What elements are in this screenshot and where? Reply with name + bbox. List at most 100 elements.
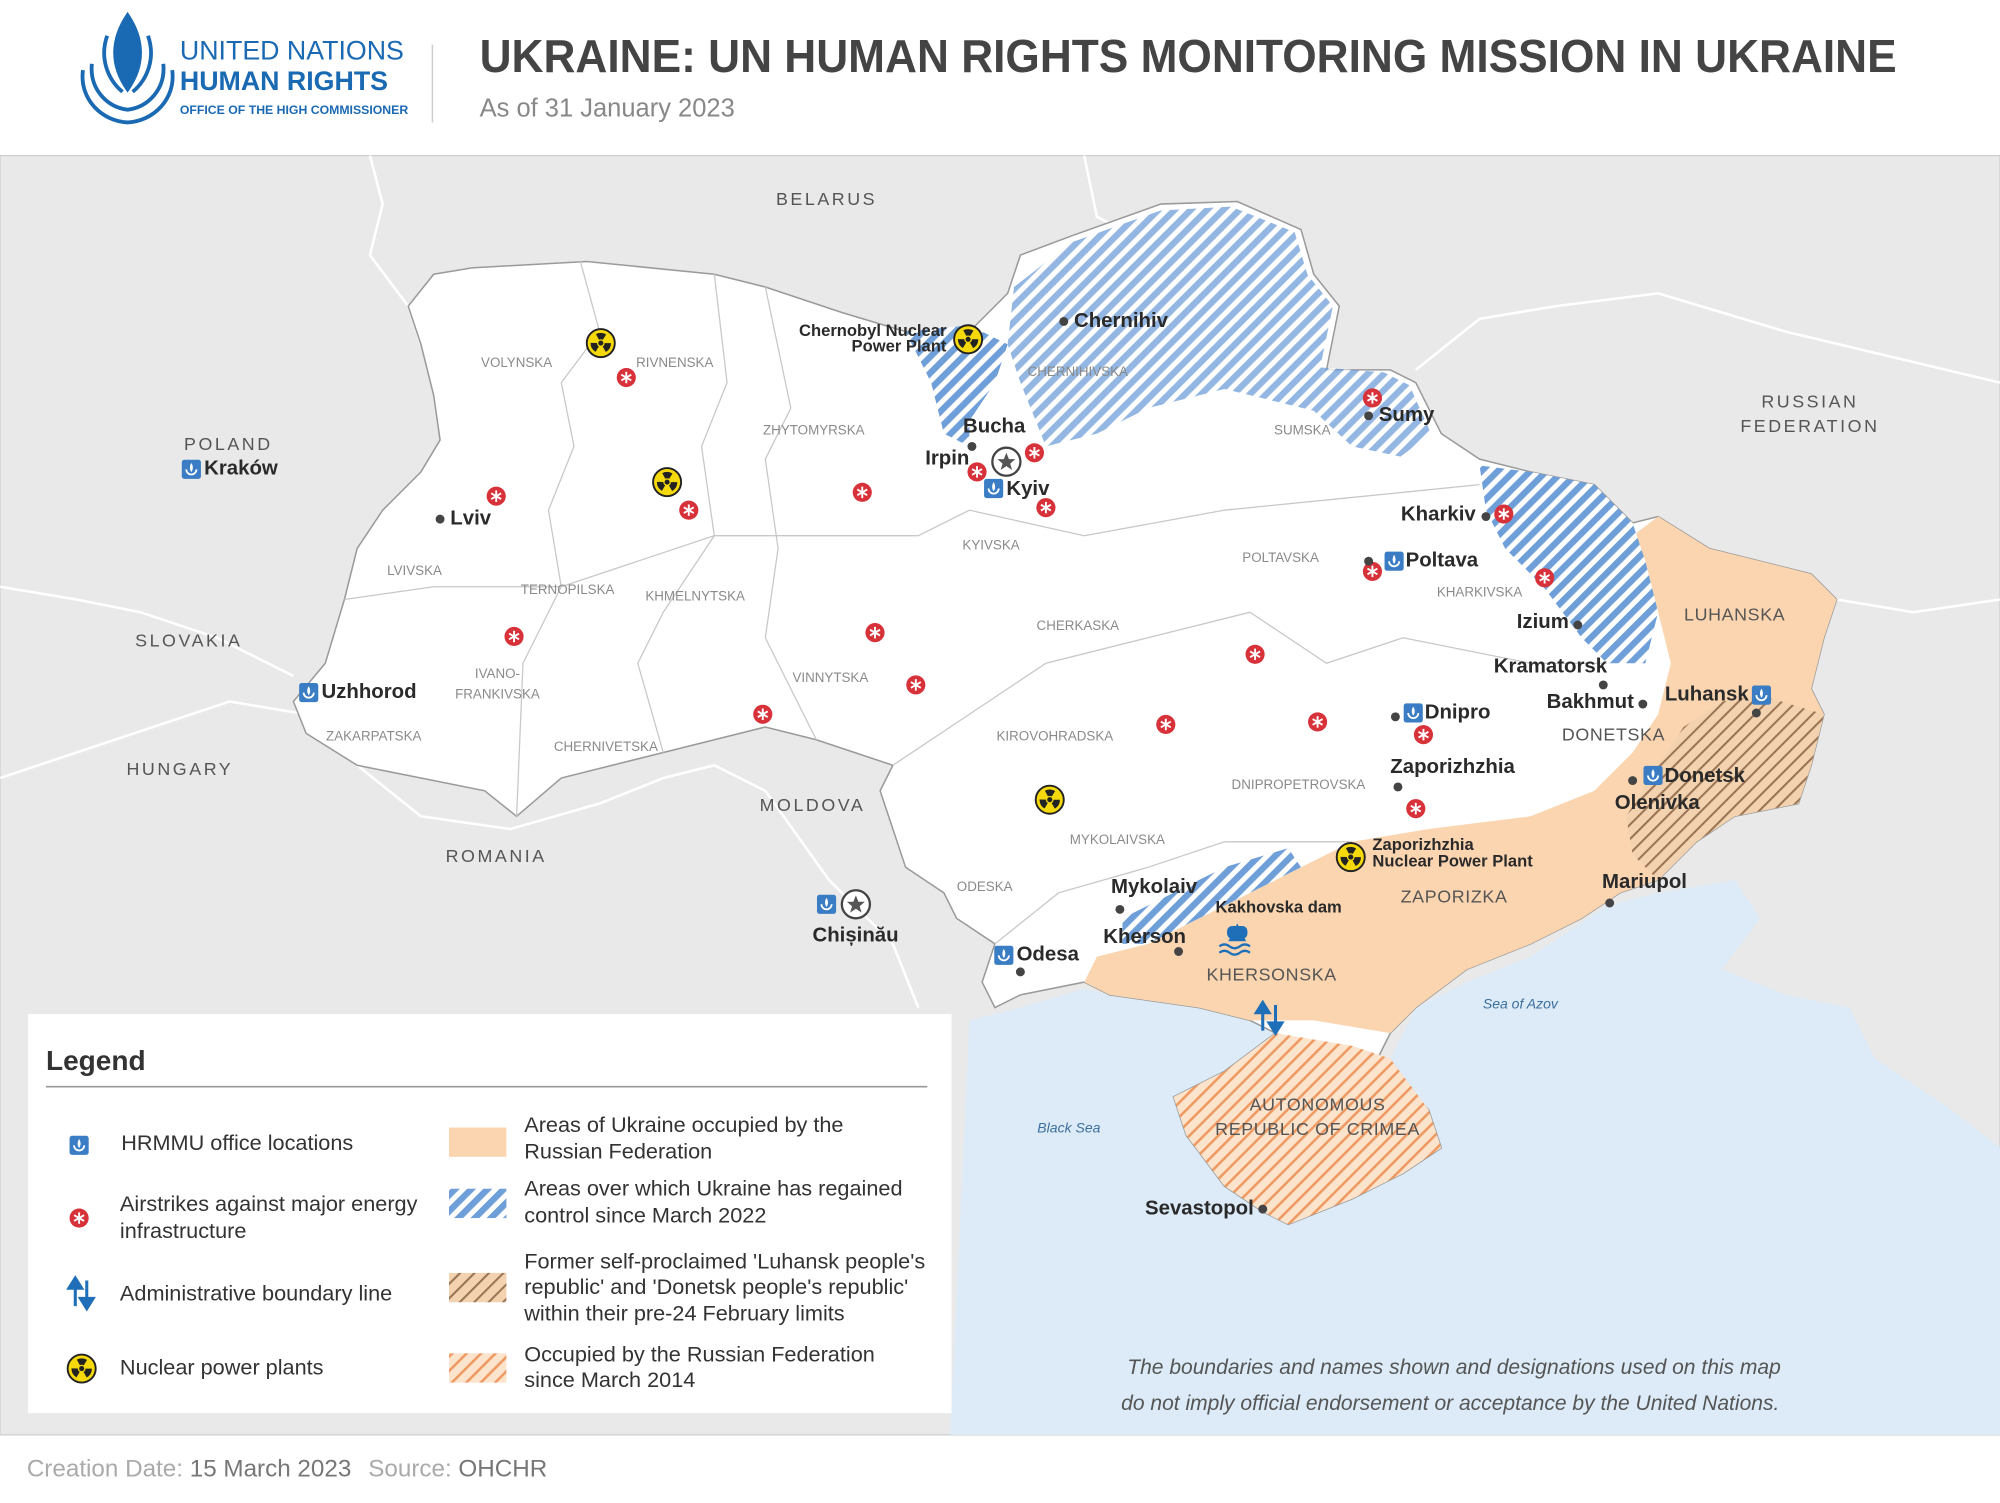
legend-title: Legend [46,1045,146,1076]
city-dots [435,316,1761,1214]
facility-label: Kakhovska dam [1216,898,1342,917]
region-label: KHMELNYTSKA [645,588,745,603]
office-markers-part [1402,702,1424,724]
region-label: ZAKARPATSKA [326,729,421,744]
region-label: TERNOPILSKA [521,582,615,597]
region-label: DNIPROPETROVSKA [1232,777,1366,792]
city-dots-part [1638,699,1648,709]
logo-line: HUMAN RIGHTS [180,66,388,96]
region-label: ODESKA [957,879,1013,894]
facility-label: Nuclear Power Plant [1372,852,1533,871]
airstrike-markers-part [1361,560,1383,582]
city-label: Kramatorsk [1494,655,1608,677]
legend-label: Airstrikes against major energy [120,1191,418,1216]
city-label: Bucha [963,416,1026,438]
region-label: RIVNENSKA [636,355,713,370]
subtitle: As of 31 January 2023 [480,94,735,122]
office-markers-part [983,478,1005,499]
airstrike-markers-part [905,674,927,696]
country-label: BELARUS [776,189,877,209]
regained-areas-part [905,325,1008,447]
airstrike-markers-part [1493,503,1515,525]
airstrike-markers-part [864,622,886,644]
legend-icon [68,1134,90,1156]
city-label: Sevastopol [1145,1198,1254,1220]
legend-icon [68,1355,96,1383]
region-label: MYKOLAIVSKA [1070,832,1165,847]
legend-label: infrastructure [120,1218,246,1243]
nuclear-markers-part [1036,786,1064,814]
city-dots-part [435,514,445,524]
city-label: Mykolaiv [1111,876,1198,898]
city-label: Uzhhorod [321,681,416,703]
regained-areas-part [1479,465,1659,664]
logo-line: OFFICE OF THE HIGH COMMISSIONER [180,103,409,117]
city-dots-part [967,441,977,451]
legend-label: Areas of Ukraine occupied by the [524,1112,843,1137]
airstrike-markers-part [485,485,507,507]
region-label: KIROVOHRADSKA [997,729,1114,744]
city-dots-part [1393,782,1403,792]
region-label: FRANKIVSKA [455,687,540,702]
footer: Creation Date: 15 March 2023 Source: OHC… [27,1456,547,1483]
nuclear-markers-part [1337,843,1365,871]
city-label: Bakhmut [1547,691,1634,713]
footer-label: Source: [368,1456,451,1483]
country-label: MOLDOVA [760,795,866,815]
airstrike-markers-part [851,481,873,503]
sea-label: Sea of Azov [1483,996,1559,1012]
city-label: Kyiv [1006,478,1050,500]
legend-icon [66,1275,96,1312]
office-markers-part [816,893,837,915]
city-label: Dnipro [1425,701,1491,723]
city-label: Irpin [925,448,969,470]
city-dots-part [1751,708,1761,718]
legend-swatch [449,1127,507,1157]
neighbour-borders-part [0,700,307,780]
footer-label: Creation Date: [27,1456,183,1483]
title: UKRAINE: UN HUMAN RIGHTS MONITORING MISS… [480,30,1897,82]
city-label: Chișinău [813,925,899,947]
footer-value: 15 March 2023 [190,1456,352,1483]
facility-label: Power Plant [852,336,947,355]
header-bg [0,0,2000,156]
office-markers-part [1383,550,1405,572]
sea [950,880,2000,1435]
city-label: Donetsk [1665,765,1746,787]
airstrike-markers-part [752,703,774,725]
airstrike-markers-part [503,625,525,647]
city-dots-part [1015,967,1025,977]
nuclear-markers-part [653,468,681,496]
city-dots-part [1628,776,1638,786]
city-label: Chernihiv [1074,310,1169,332]
legend-swatch [449,1188,507,1219]
city-label: Lviv [450,508,491,530]
legend-icon [68,1207,90,1229]
legend-icon-part [77,1296,96,1312]
city-label: Luhansk [1665,684,1750,706]
region-label: KHERSONSKA [1207,964,1337,984]
legend-label: Former self-proclaimed 'Luhansk people's [524,1248,925,1273]
dam-marker [1218,923,1251,956]
city-dots-part [1115,904,1125,914]
dam-marker-part [1227,925,1248,939]
airstrike-markers-part [615,367,637,389]
country-label: FEDERATION [1740,416,1879,436]
regained-areas-part [1122,848,1302,944]
sea-label: Black Sea [1037,1119,1100,1135]
region-label: SUMSKA [1274,423,1331,438]
city-dots-part [1364,411,1374,421]
un-emblem-part [113,11,142,93]
region-label: CHERNIHIVSKA [1028,364,1128,379]
country-label: POLAND [184,434,273,454]
regained-areas [905,206,1659,944]
airstrike-markers-part [678,499,700,521]
legend-label: Russian Federation [524,1139,712,1164]
airstrike-markers-part [1307,711,1329,733]
airstrike-markers-part [966,461,988,483]
legend-label: HRMMU office locations [121,1130,353,1155]
footer-value: OHCHR [458,1456,547,1483]
disclaimer: do not imply official endorsement or acc… [1121,1392,1779,1415]
